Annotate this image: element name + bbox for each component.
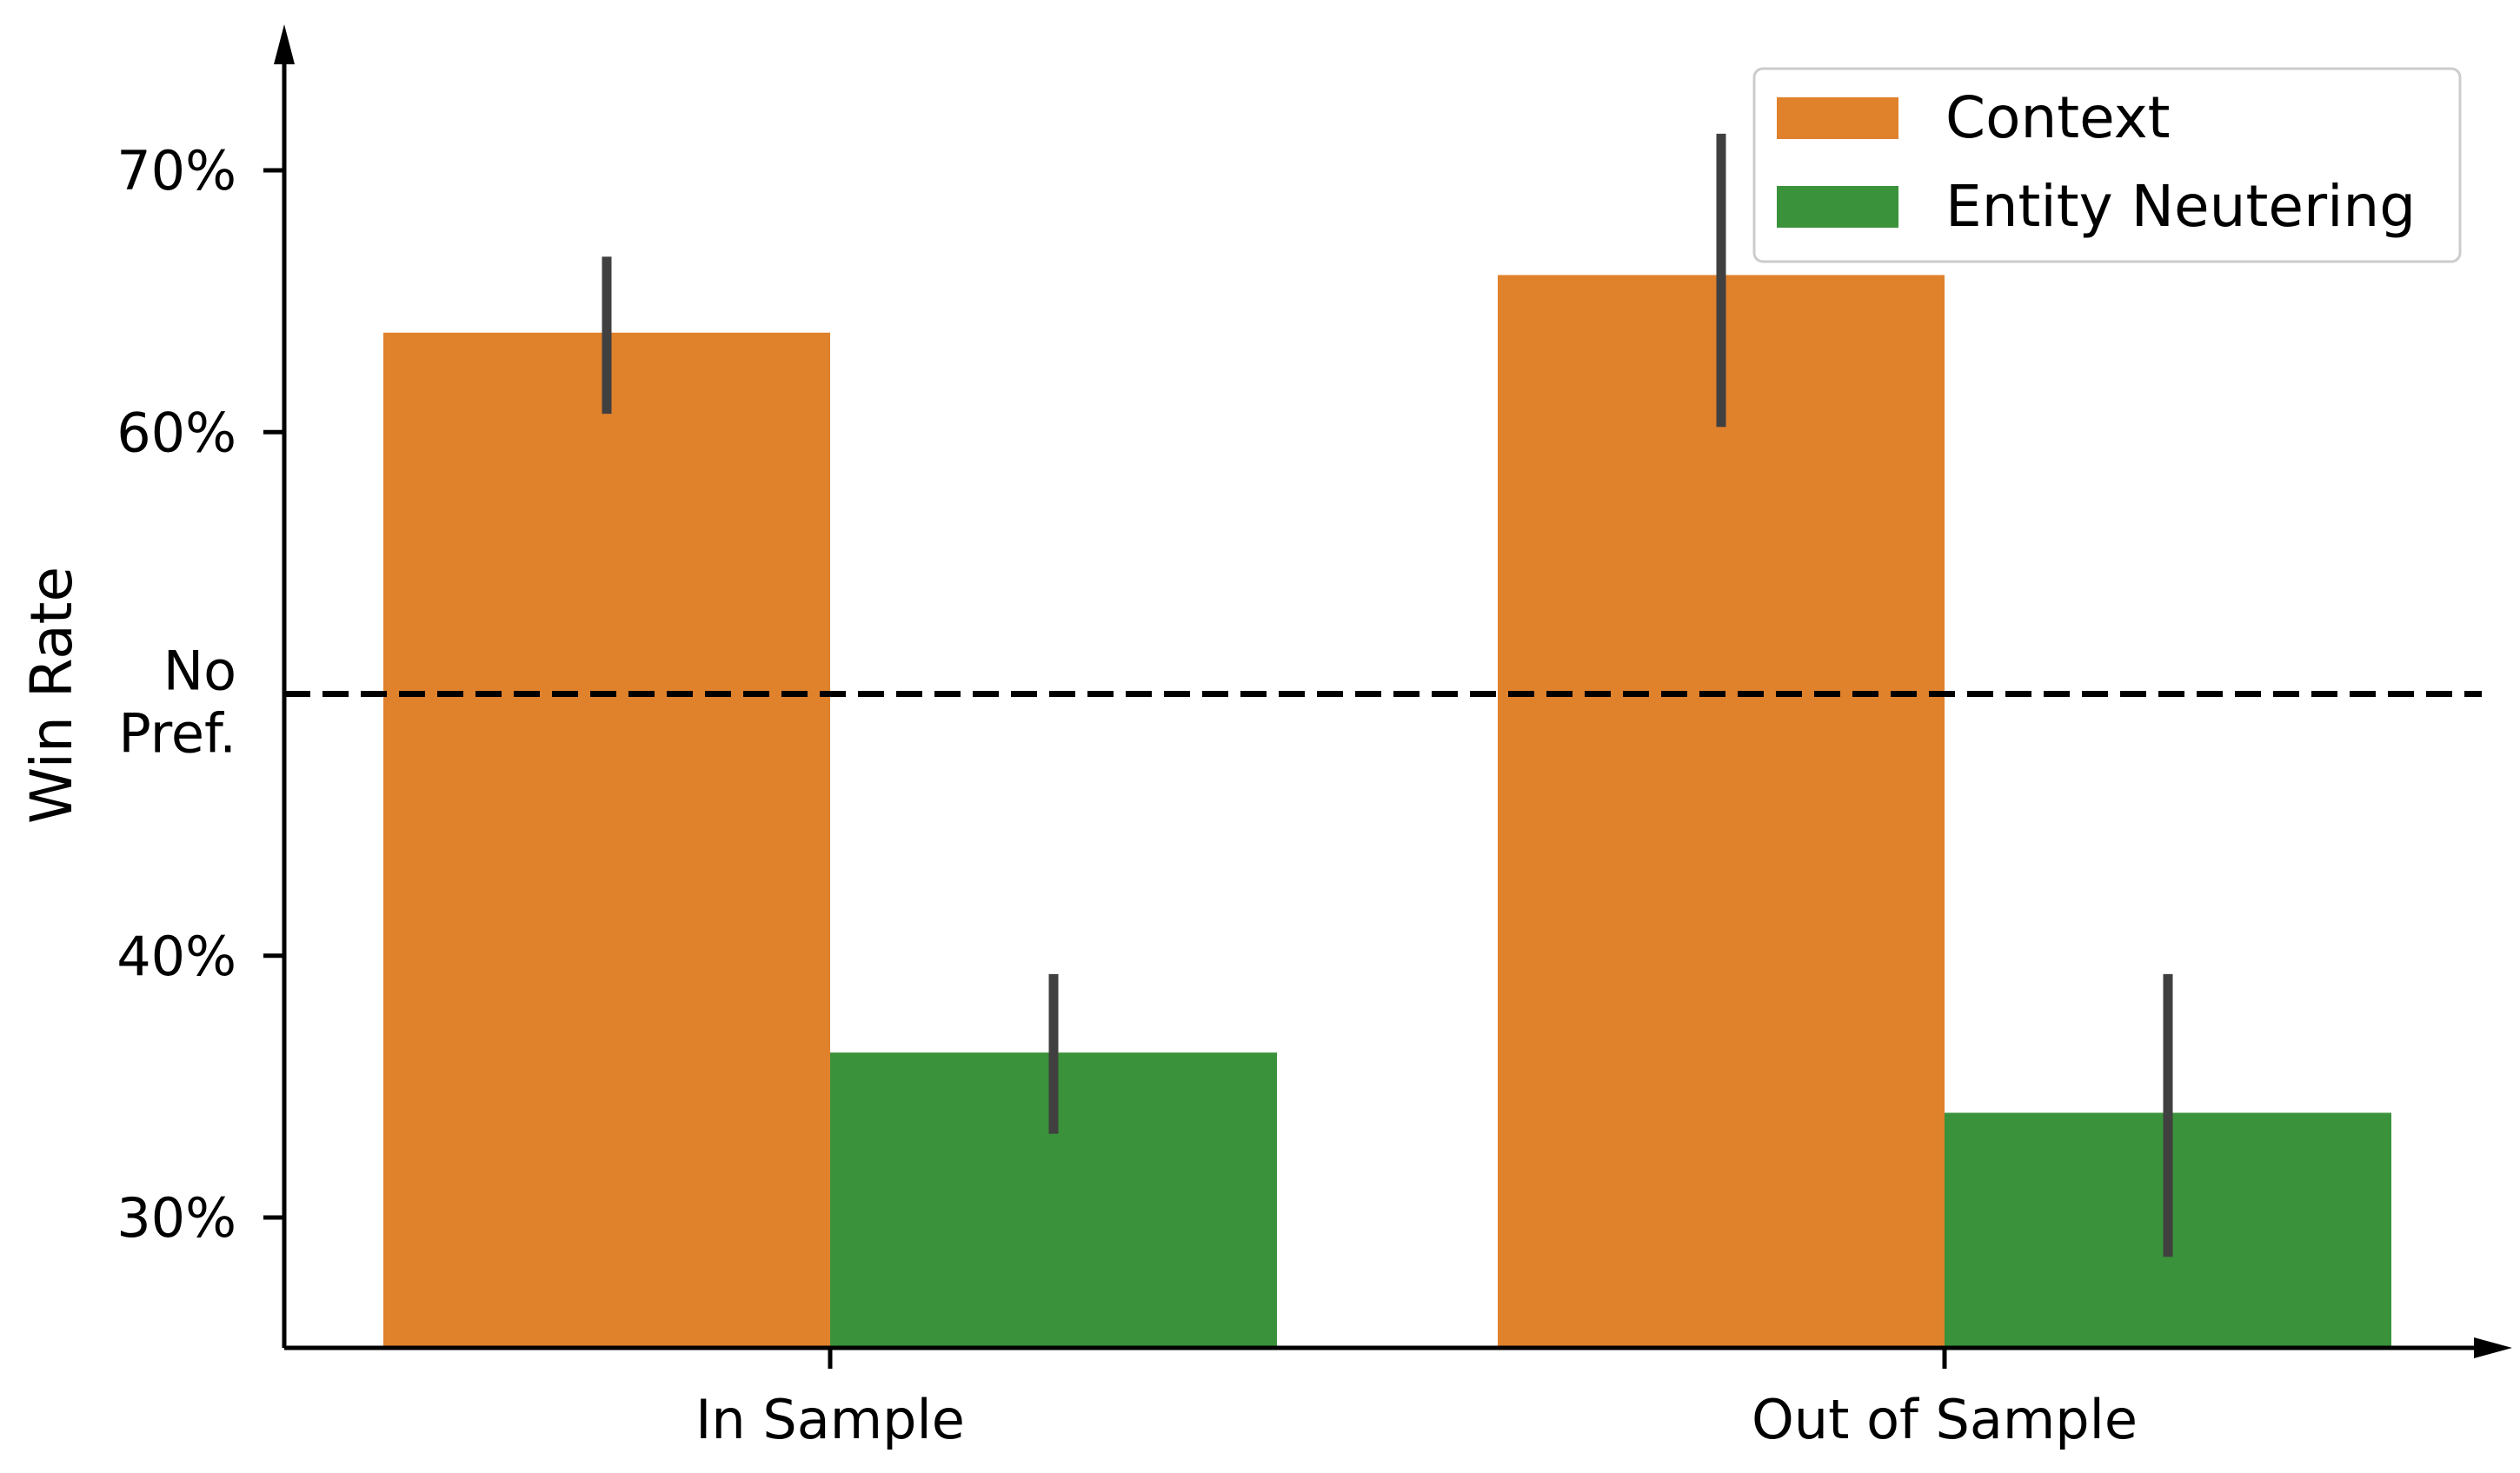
x-tick-label: Out of Sample [1752,1388,2138,1451]
error-bars-layer [602,133,2173,1257]
reference-label-pref: Pref. [118,702,236,766]
bar-context-in-sample [383,332,830,1348]
y-tick-label: 60% [116,401,236,464]
y-axis-arrow-icon [274,24,295,64]
bar-context-out-of-sample [1498,275,1945,1348]
y-axis-label: Win Rate [18,567,85,824]
y-tick-label: 30% [116,1186,236,1250]
x-ticks: In Sample Out of Sample [695,1348,2138,1451]
legend: Context Entity Neutering [1752,67,2462,263]
y-tick-label: 40% [116,925,236,988]
x-axis-arrow-icon [2474,1337,2512,1358]
legend-swatch-entity-neutering [1777,186,1898,228]
reference-label-no: No [163,640,236,703]
legend-swatch-context [1777,97,1898,139]
y-tick-label: 70% [116,139,236,202]
x-tick-label: In Sample [695,1388,965,1451]
legend-label-entity-neutering: Entity Neutering [1945,173,2416,240]
legend-label-context: Context [1945,84,2171,151]
y-ticks: 30% 40% 60% 70% [116,139,284,1250]
legend-frame [1752,67,2462,263]
bars-layer [383,275,2391,1348]
